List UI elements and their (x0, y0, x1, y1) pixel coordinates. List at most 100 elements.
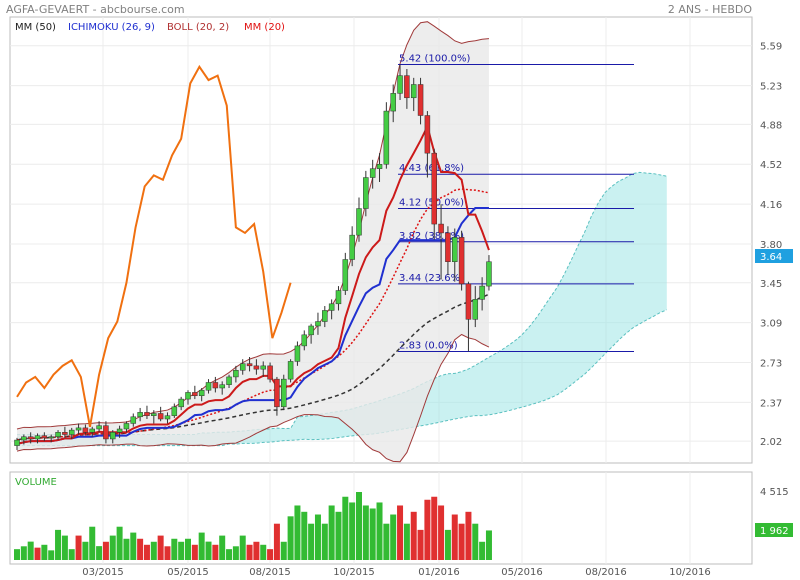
volume-bar (253, 541, 260, 560)
legend-boll: BOLL (20, 2) (167, 22, 229, 33)
fib-label: 3.82 (38.2%) (399, 231, 464, 242)
candle-body (301, 334, 308, 347)
candle-body (260, 365, 266, 370)
volume-bar (75, 535, 82, 560)
volume-bar (383, 523, 390, 560)
x-tick-label: 01/2016 (418, 567, 460, 578)
x-axis-ticks: 03/2015 05/2015 08/2015 10/2015 01/2016 05/20… (82, 567, 711, 578)
candle-body (55, 432, 61, 437)
volume-bar (390, 514, 397, 560)
candle-body (465, 283, 472, 320)
volume-bar (239, 535, 246, 560)
fib-label: 5.42 (100.0%) (399, 54, 470, 65)
volume-bar (20, 546, 27, 560)
volume-bar (205, 541, 212, 560)
volume-bar (41, 544, 48, 560)
volume-bars (14, 492, 492, 560)
y-tick-label: 2.37 (760, 398, 782, 409)
volume-badge-box (755, 523, 793, 537)
volume-bar (342, 496, 349, 560)
fib-label: 2.83 (0.0%) (399, 340, 458, 351)
y-tick-label: 5.23 (760, 82, 782, 93)
volume-bar (349, 502, 356, 560)
candle-body (246, 363, 253, 367)
volume-bar (164, 546, 171, 560)
candle-body (41, 435, 48, 439)
moving-averages (16, 123, 490, 445)
volume-bar (479, 541, 486, 560)
candlesticks (14, 64, 492, 451)
volume-bar (246, 544, 253, 560)
legend-mm20: MM (20) (244, 22, 285, 33)
x-tick-label: 08/2016 (585, 567, 627, 578)
mm50-line (16, 293, 490, 441)
candle-body (397, 75, 403, 94)
candle-body (212, 382, 219, 389)
candle-body (219, 384, 225, 389)
volume-bar (191, 544, 198, 560)
y-tick-label: 3.09 (760, 319, 782, 330)
volume-bar (82, 541, 89, 560)
bollinger-fill (17, 21, 489, 462)
volume-bar (397, 505, 404, 560)
candle-body (116, 428, 123, 433)
y-tick-label: 3.45 (760, 279, 782, 290)
volume-bar (198, 532, 205, 560)
volume-bar (171, 538, 178, 560)
chart-period: 2 ANS - HEBDO (668, 3, 752, 16)
volume-bar (96, 546, 103, 560)
candle-body (192, 392, 198, 397)
volume-bar (280, 541, 287, 560)
price-badge: 3.64 (760, 252, 782, 263)
x-tick-label: 10/2016 (669, 567, 711, 578)
volume-bar (410, 511, 417, 560)
oscillator-line (16, 64, 292, 427)
y-tick-label: 4.16 (760, 200, 782, 211)
volume-bar (362, 505, 369, 560)
x-tick-label: 03/2015 (82, 567, 124, 578)
volume-max-tick: 4 515 (760, 487, 789, 498)
chart-title: AGFA-GEVAERT - abcbourse.com (6, 3, 185, 16)
volume-badge: 1 962 (760, 526, 789, 537)
volume-bar (102, 541, 109, 560)
y-axis-ticks: 5.59 5.23 4.88 4.52 4.16 3.80 3.45 3.09 2.73 2.37… (760, 42, 782, 448)
volume-bar (444, 529, 451, 560)
volume-bar (465, 511, 472, 560)
volume-bar (157, 535, 164, 560)
candle-body (96, 425, 102, 430)
legend-mm50: MM (50) (15, 22, 56, 33)
volume-bar (219, 535, 226, 560)
volume-bar (438, 505, 445, 560)
x-tick-label: 05/2016 (501, 567, 543, 578)
candle-body (404, 75, 410, 99)
candle-body (68, 429, 75, 435)
candle-body (349, 234, 355, 260)
candle-body (151, 413, 157, 416)
candle-body (21, 436, 27, 441)
x-tick-label: 10/2015 (333, 567, 375, 578)
candle-body (171, 406, 178, 416)
candle-body (144, 412, 150, 416)
candle-body (130, 416, 137, 424)
candle-body (123, 423, 130, 430)
candle-body (27, 436, 34, 440)
candle-body (294, 345, 301, 362)
candle-body (410, 84, 417, 99)
candle-body (164, 415, 171, 420)
volume-bar (232, 546, 239, 560)
volume-bar (403, 523, 410, 560)
x-tick-label: 08/2015 (249, 567, 291, 578)
legend-ichimoku: ICHIMOKU (26, 9) (68, 22, 155, 33)
candle-body (390, 93, 396, 112)
volume-bar (273, 523, 280, 560)
volume-bar (376, 502, 383, 560)
y-tick-label: 2.73 (760, 359, 782, 370)
candle-body (458, 237, 465, 285)
candle-body (363, 177, 369, 209)
volume-bar (109, 535, 116, 560)
candle-body (14, 439, 20, 446)
candle-body (335, 290, 342, 305)
volume-bar (137, 538, 144, 560)
candle-body (486, 261, 492, 287)
volume-bar (356, 492, 362, 560)
